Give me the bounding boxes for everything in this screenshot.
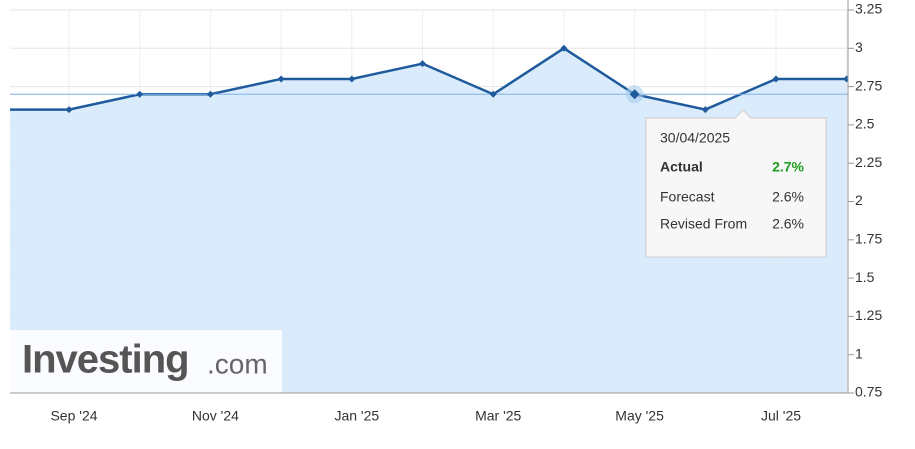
point [843, 75, 848, 83]
tooltip-label: Actual [660, 159, 703, 175]
y-tick-label: 2.5 [855, 116, 875, 132]
tooltip-label: Forecast [660, 189, 715, 205]
tooltip-value: 2.6% [772, 216, 804, 232]
y-tick-label: 1.5 [855, 269, 875, 285]
point [348, 75, 356, 83]
point [136, 90, 144, 98]
x-tick-label: Sep '24 [50, 408, 97, 424]
point [560, 44, 568, 52]
watermark-bg [10, 330, 282, 393]
watermark-brand: Investing [22, 338, 189, 382]
point [277, 75, 285, 83]
x-tick-label: May '25 [615, 408, 664, 424]
tooltip-value: 2.6% [772, 189, 804, 205]
tooltip-box [645, 109, 827, 258]
tooltip-label: Revised From [660, 216, 747, 232]
area [10, 48, 847, 393]
x-tick-label: Mar '25 [475, 408, 521, 424]
tooltip-value: 2.7% [772, 159, 804, 175]
y-tick-label: 1 [855, 345, 863, 361]
point [629, 89, 640, 100]
plot-area [0, 44, 848, 393]
point [772, 75, 780, 83]
y-tick-label: 3 [855, 39, 863, 55]
point [701, 106, 709, 114]
point [206, 90, 214, 98]
y-tick-label: 0.75 [855, 384, 882, 400]
y-tick-label: 2.25 [855, 154, 882, 170]
x-tick-label: Nov '24 [192, 408, 239, 424]
y-tick-label: 2.75 [855, 77, 882, 93]
point [0, 106, 2, 113]
watermark-suffix: .com [207, 348, 268, 379]
tooltip: 30/04/2025 Actual 2.7% Forecast 2.6% Rev… [645, 109, 827, 258]
y-tick-label: 1.75 [855, 231, 882, 247]
axes: 0.75 1 1.25 1.5 1.75 2 2.25 2.5 2.75 3 3.25 Sep '24… [10, 0, 882, 424]
y-tick-label: 2 [855, 192, 863, 208]
y-tick-label: 3.25 [855, 1, 882, 17]
point [65, 106, 73, 114]
tooltip-date: 30/04/2025 [660, 130, 730, 146]
y-tick-label: 1.25 [855, 307, 882, 323]
point [489, 90, 497, 98]
point [419, 60, 426, 68]
x-tick-label: Jan '25 [334, 408, 379, 424]
x-tick-label: Jul '25 [761, 408, 801, 424]
